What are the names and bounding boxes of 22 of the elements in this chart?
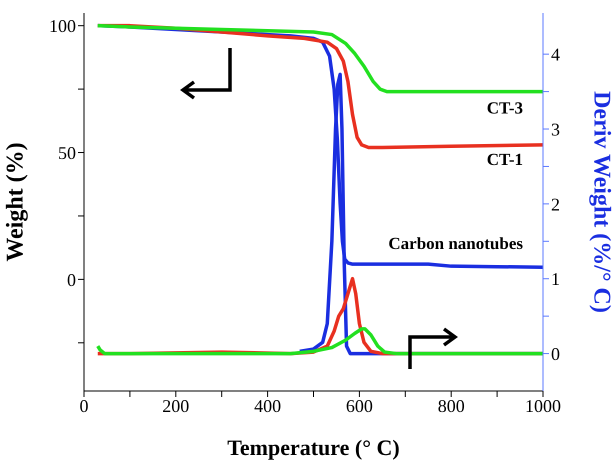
y2-axis-title: Deriv Weight (%/° C) — [588, 91, 613, 313]
y-axis-title: Weight (%) — [2, 142, 29, 262]
series-label: CT-3 — [486, 98, 523, 118]
y2-tick-label: 0 — [551, 344, 560, 364]
x-tick-label: 1000 — [525, 396, 561, 416]
x-tick-label: 200 — [162, 396, 190, 416]
y2-tick-label: 4 — [551, 44, 560, 65]
line-series — [96, 24, 543, 94]
y-tick-label: 0 — [67, 270, 76, 290]
x-tick-label: 800 — [438, 396, 465, 416]
y-tick-label: 100 — [49, 16, 76, 36]
y2-tick-label: 2 — [551, 194, 560, 214]
x-tick-label: 0 — [80, 396, 88, 416]
y2-tick-label: 3 — [551, 119, 560, 140]
y2-tick-label: 1 — [551, 269, 560, 290]
y-tick-label: 50 — [58, 142, 76, 163]
x-axis-title: Temperature (° C) — [227, 435, 400, 460]
line-series — [96, 327, 543, 356]
series-label: Carbon nanotubes — [388, 234, 524, 254]
x-tick-label: 600 — [346, 396, 373, 416]
x-tick-label: 400 — [254, 396, 282, 416]
series-label: CT-1 — [486, 150, 523, 169]
